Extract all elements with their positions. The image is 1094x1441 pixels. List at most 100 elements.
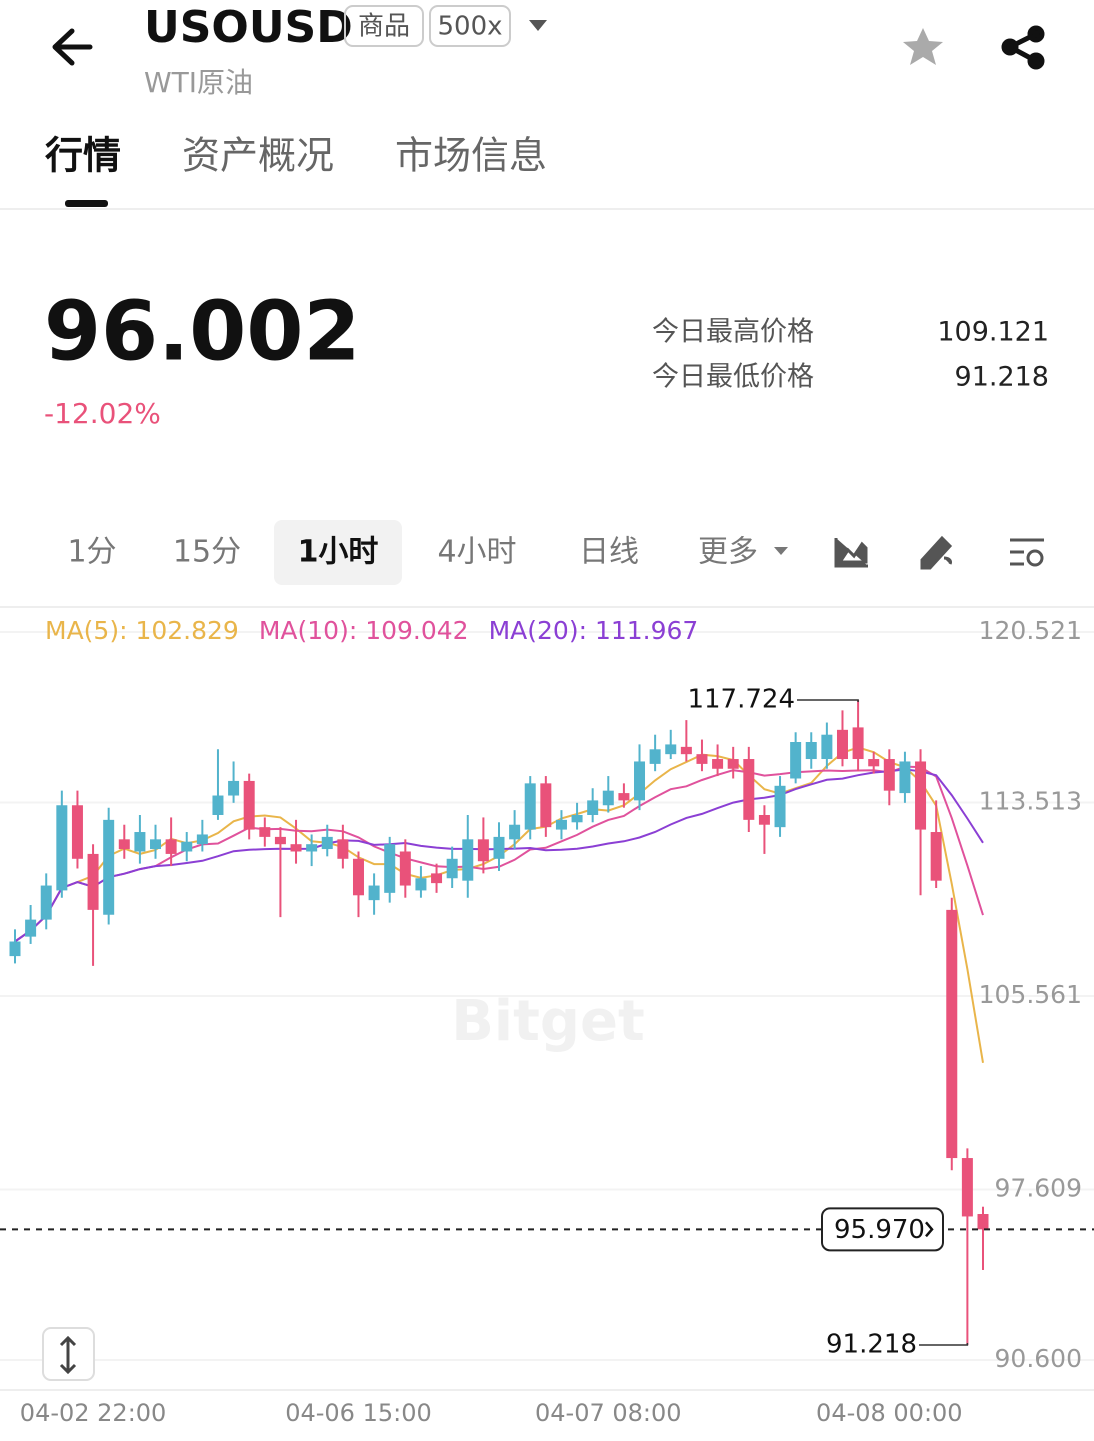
x-tick-label: 04-07 08:00 [535, 1399, 682, 1427]
symbol: USOUSD [144, 2, 353, 53]
interval[interactable]: 15分 [173, 535, 241, 570]
candle-body [337, 839, 349, 859]
candle-body [118, 839, 130, 850]
candle-body [618, 793, 630, 801]
candle-body [25, 919, 37, 937]
high-label: 117.724 [687, 685, 795, 715]
candle-body [40, 885, 52, 920]
candle-body [71, 805, 83, 859]
candle-body [696, 754, 708, 764]
candle-body [103, 819, 115, 915]
candle-body [821, 734, 833, 760]
candle-body [274, 836, 286, 845]
scale-icon[interactable] [59, 1335, 77, 1375]
price: 96.002 [44, 284, 360, 379]
stat-label: 今日最高价格 [652, 317, 814, 348]
candle-body [540, 783, 552, 828]
draw-icon[interactable] [920, 535, 953, 570]
candle-body [368, 885, 380, 901]
y-tick-label: 113.513 [979, 787, 1082, 816]
candle-body [634, 761, 646, 801]
candle-body [493, 836, 505, 859]
last-price-label: 95.970 [834, 1215, 925, 1245]
candle-body [243, 780, 255, 830]
star-icon[interactable] [903, 28, 943, 65]
y-tick-label: 120.521 [979, 616, 1082, 645]
interval-active-bg [274, 520, 402, 585]
candle-body [587, 800, 599, 815]
candle-body [399, 851, 411, 886]
candle-body [165, 839, 177, 854]
interval-more[interactable]: 更多 [698, 535, 758, 570]
candle-body [462, 839, 474, 881]
interval-active[interactable]: 1小时 [298, 535, 379, 570]
candle-body [87, 853, 99, 910]
candle-body [321, 836, 333, 850]
divider [0, 1389, 1094, 1391]
candle-body [602, 790, 614, 806]
dropdown[interactable] [774, 547, 788, 555]
y-tick-label: 90.600 [995, 1344, 1082, 1373]
candle-body [196, 834, 208, 845]
candle-body [727, 759, 739, 769]
candle-body [524, 783, 536, 830]
candle-body [509, 824, 521, 840]
stat-value: 109.121 [937, 317, 1049, 348]
watermark: Bitget [451, 989, 644, 1054]
tab[interactable]: 市场信息 [395, 134, 547, 178]
candle-body [431, 873, 443, 884]
candle-body [758, 814, 770, 825]
candle-body [259, 827, 271, 837]
x-tick-label: 04-02 22:00 [20, 1399, 167, 1427]
candle-body [352, 858, 364, 896]
interval[interactable]: 日线 [579, 535, 639, 570]
tab-underline [65, 200, 108, 207]
candle-body [134, 832, 146, 852]
chart-type-icon[interactable] [834, 538, 868, 568]
stat-label: 今日最低价格 [652, 362, 814, 393]
candle-body [228, 780, 240, 796]
candle-body [306, 844, 318, 852]
candle-body [805, 741, 817, 760]
divider [0, 606, 1094, 608]
last-price-chevron [925, 1221, 934, 1238]
candle-body [649, 749, 661, 764]
candle-body [743, 759, 755, 820]
candle-body [883, 759, 895, 791]
candle-body [868, 759, 880, 767]
candle-body [977, 1214, 989, 1230]
tab[interactable]: 资产概况 [182, 134, 334, 178]
candle-body [181, 841, 193, 852]
candle-body [555, 819, 567, 830]
candle-body [961, 1158, 973, 1217]
interval[interactable]: 1分 [67, 535, 116, 570]
candle-body [290, 844, 302, 852]
tab-active[interactable]: 行情 [45, 134, 121, 178]
candle-body [446, 858, 458, 879]
settings-icon[interactable] [1010, 538, 1044, 567]
y-tick-label: 105.561 [979, 980, 1082, 1009]
back-button[interactable] [52, 28, 93, 66]
candle-body [477, 839, 489, 862]
candle-body [915, 761, 927, 830]
candle-body [571, 814, 583, 823]
change: -12.02% [44, 397, 161, 430]
interval[interactable]: 4小时 [437, 535, 516, 570]
candle-body [150, 839, 162, 850]
candle-body [836, 729, 848, 760]
candle-body [384, 844, 396, 893]
candle-body [680, 746, 692, 755]
candle-body [852, 727, 864, 760]
chart: 90.600 97.609 105.561 113.513 120.521 04-02 2… [0, 616, 1094, 1427]
share-icon[interactable] [1001, 25, 1045, 70]
candle-body [712, 759, 724, 769]
x-tick-label: 04-08 00:00 [816, 1399, 963, 1427]
dropdown[interactable] [529, 20, 547, 31]
candle-body [899, 761, 911, 794]
stat-value: 91.218 [955, 362, 1049, 393]
candle-body [665, 744, 677, 755]
candle-body [56, 805, 68, 891]
candle-body [212, 795, 224, 815]
high-leader [797, 699, 859, 703]
